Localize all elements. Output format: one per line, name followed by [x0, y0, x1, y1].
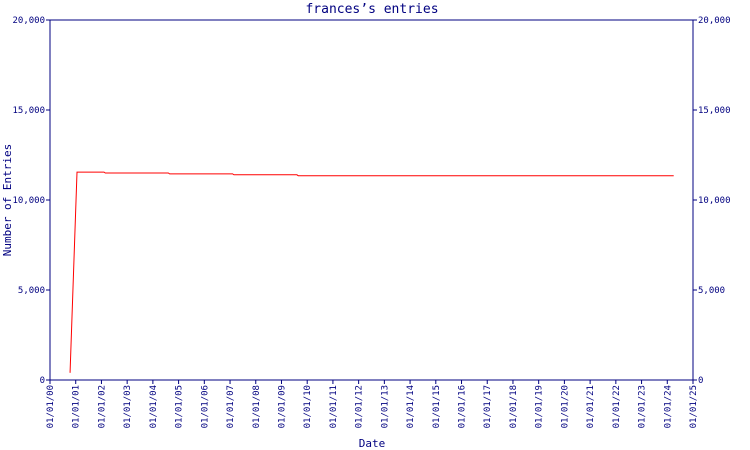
y-tick-label: 20,000 — [12, 16, 45, 26]
x-tick-label: 01/01/13 — [380, 385, 390, 428]
x-tick-label: 01/01/03 — [123, 385, 133, 428]
y2-tick-label: 10,000 — [698, 196, 731, 206]
x-tick-label: 01/01/12 — [355, 385, 365, 428]
y-axis-label: Number of Entries — [1, 144, 14, 257]
y-tick-label: 0 — [40, 376, 45, 386]
x-axis-label: Date — [359, 437, 386, 450]
x-tick-label: 01/01/17 — [483, 385, 493, 428]
y-tick-label: 10,000 — [12, 196, 45, 206]
x-tick-label: 01/01/11 — [329, 385, 339, 428]
y2-tick-label: 5,000 — [698, 286, 725, 296]
x-tick-label: 01/01/02 — [97, 385, 107, 428]
chart-title: frances’s entries — [305, 2, 438, 17]
x-tick-label: 01/01/09 — [277, 385, 287, 428]
x-tick-label: 01/01/20 — [560, 385, 570, 428]
x-tick-label: 01/01/08 — [252, 385, 262, 428]
x-tick-label: 01/01/01 — [72, 385, 82, 428]
data-line — [69, 171, 674, 373]
x-tick-label: 01/01/15 — [432, 385, 442, 428]
x-tick-label: 01/01/07 — [226, 385, 236, 428]
x-tick-label: 01/01/00 — [46, 385, 56, 428]
x-tick-label: 01/01/25 — [689, 385, 699, 428]
x-tick-label: 01/01/23 — [638, 385, 648, 428]
x-tick-label: 01/01/19 — [535, 385, 545, 428]
y2-tick-label: 20,000 — [698, 16, 731, 26]
y-tick-label: 5,000 — [18, 286, 45, 296]
x-tick-label: 01/01/05 — [175, 385, 185, 428]
y-tick-label: 15,000 — [12, 106, 45, 116]
x-tick-label: 01/01/06 — [200, 385, 210, 428]
x-tick-label: 01/01/21 — [586, 385, 596, 428]
x-tick-label: 01/01/14 — [406, 385, 416, 428]
x-tick-label: 01/01/16 — [458, 385, 468, 428]
y2-tick-label: 0 — [698, 376, 703, 386]
x-tick-label: 01/01/10 — [303, 385, 313, 428]
x-tick-label: 01/01/24 — [663, 385, 673, 428]
y2-tick-label: 15,000 — [698, 106, 731, 116]
x-tick-label: 01/01/22 — [612, 385, 622, 428]
x-tick-label: 01/01/18 — [509, 385, 519, 428]
plot-frame — [49, 19, 694, 381]
x-tick-label: 01/01/04 — [149, 385, 159, 428]
